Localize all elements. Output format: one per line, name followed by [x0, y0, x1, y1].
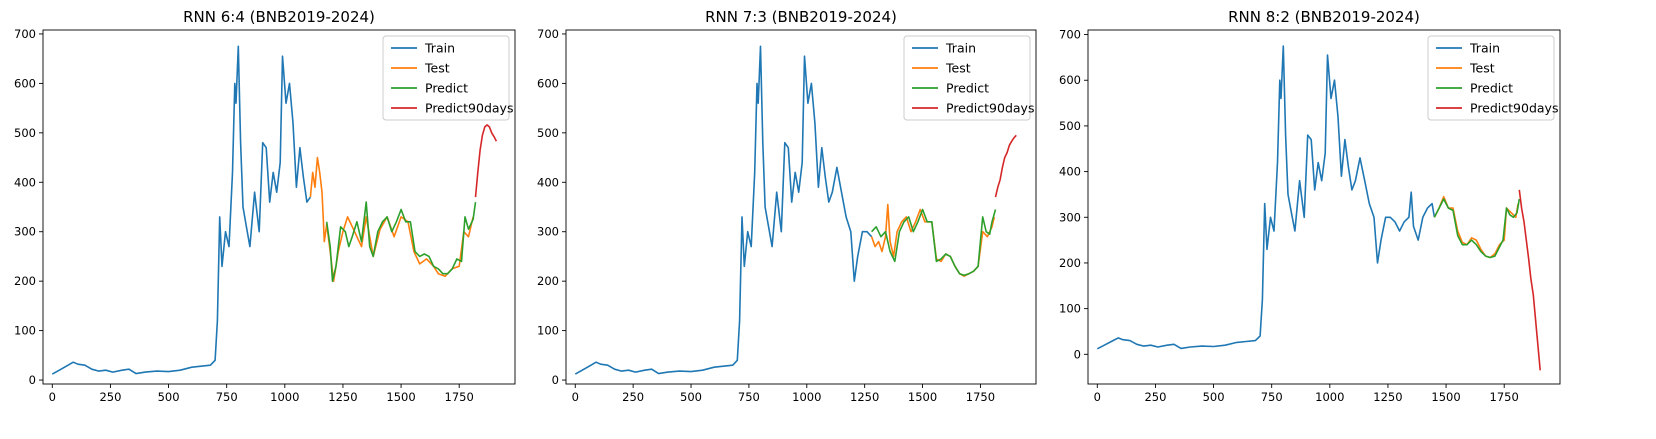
y-tick-label: 700: [537, 27, 559, 41]
series-line-train: [1096, 45, 1436, 350]
legend-frame: [1427, 35, 1555, 121]
y-tick-label: 100: [537, 324, 559, 338]
x-tick-label: 1000: [792, 390, 821, 404]
series-line-train: [51, 45, 312, 375]
chart-panel-3: RNN 8:2 (BNB2019-2024)0 250 500 750 1000 1250…: [1059, 8, 1561, 404]
x-tick-label: 500: [680, 390, 702, 404]
x-tick-label: 1750: [445, 390, 474, 404]
legend-label: Train: [424, 41, 455, 56]
series-line-predict90days: [994, 134, 1017, 198]
x-tick-label: 0: [572, 390, 579, 404]
x-tick-label: 1250: [1373, 390, 1402, 404]
legend-label: Predict: [946, 81, 989, 96]
legend-label: Predict: [1470, 81, 1513, 96]
x-tick-label: 750: [216, 390, 238, 404]
series-line-predict: [325, 201, 477, 282]
series-group: [51, 45, 498, 375]
legend-label: Test: [945, 61, 971, 76]
y-tick-label: 100: [1059, 302, 1081, 316]
x-tick-label: 0: [1094, 390, 1101, 404]
x-tick-label: 1500: [908, 390, 937, 404]
axes-frame: [1087, 29, 1561, 385]
y-tick-label: 0: [1074, 347, 1081, 361]
x-tick-label: 1500: [386, 390, 415, 404]
series-line-predict90days: [1518, 189, 1541, 371]
y-tick-label: 500: [537, 126, 559, 140]
chart-title: RNN 8:2 (BNB2019-2024): [1228, 8, 1420, 26]
series-group: [1096, 45, 1541, 371]
y-tick-label: 0: [552, 373, 559, 387]
legend-label: Predict90days: [1470, 101, 1558, 116]
y-tick-label: 300: [14, 225, 36, 239]
x-tick-label: 500: [158, 390, 180, 404]
y-tick-label: 600: [14, 76, 36, 90]
chart-panel-2: RNN 7:3 (BNB2019-2024)0 250 500 750 1000 1250…: [537, 8, 1037, 404]
y-tick-label: 400: [1059, 165, 1081, 179]
series-line-train: [574, 45, 873, 375]
y-tick-label: 500: [1059, 119, 1081, 133]
axes-frame: [565, 29, 1037, 385]
y-tick-label: 200: [537, 274, 559, 288]
legend-label: Test: [1469, 61, 1495, 76]
axes-frame: [42, 29, 516, 385]
series-group: [574, 45, 1017, 375]
y-tick-label: 300: [1059, 210, 1081, 224]
legend-label: Predict: [425, 81, 468, 96]
series-line-test: [309, 156, 474, 282]
y-tick-label: 700: [14, 27, 36, 41]
x-tick-label: 500: [1203, 390, 1225, 404]
y-tick-label: 100: [14, 324, 36, 338]
series-line-test: [870, 203, 996, 277]
legend: Train Test Predict Predict90days: [903, 35, 1034, 121]
x-tick-label: 0: [49, 390, 56, 404]
series-line-predict90days: [474, 124, 498, 198]
legend-label: Train: [945, 41, 976, 56]
x-tick-label: 1000: [270, 390, 299, 404]
chart-title: RNN 7:3 (BNB2019-2024): [705, 8, 897, 26]
y-tick-label: 300: [537, 225, 559, 239]
legend-label: Predict90days: [946, 101, 1034, 116]
legend: Train Test Predict Predict90days: [1427, 35, 1558, 121]
y-tick-label: 400: [537, 175, 559, 189]
x-tick-label: 250: [99, 390, 121, 404]
y-tick-label: 500: [14, 126, 36, 140]
y-tick-label: 400: [14, 175, 36, 189]
x-tick-label: 1250: [850, 390, 879, 404]
x-tick-label: 1500: [1431, 390, 1460, 404]
y-tick-label: 600: [537, 76, 559, 90]
y-tick-label: 0: [29, 373, 36, 387]
x-tick-label: 750: [1261, 390, 1283, 404]
x-tick-label: 1750: [1490, 390, 1519, 404]
y-tick-label: 200: [1059, 256, 1081, 270]
x-tick-label: 1750: [966, 390, 995, 404]
y-tick-label: 200: [14, 274, 36, 288]
chart-panel-1: RNN 6:4 (BNB2019-2024)0 250 500 750 1000 1250…: [14, 8, 516, 404]
chart-title: RNN 6:4 (BNB2019-2024): [183, 8, 375, 26]
legend-label: Test: [424, 61, 450, 76]
series-line-predict: [1433, 198, 1521, 259]
legend-frame: [382, 35, 510, 121]
x-tick-label: 1250: [328, 390, 357, 404]
legend-label: Predict90days: [425, 101, 513, 116]
x-tick-label: 750: [738, 390, 760, 404]
x-tick-label: 1000: [1315, 390, 1344, 404]
legend: Train Test Predict Predict90days: [382, 35, 513, 121]
legend-frame: [903, 35, 1031, 121]
legend-label: Train: [1469, 41, 1500, 56]
y-tick-label: 700: [1059, 28, 1081, 42]
x-tick-label: 250: [622, 390, 644, 404]
series-line-predict: [871, 208, 997, 276]
x-tick-label: 250: [1144, 390, 1166, 404]
y-tick-label: 600: [1059, 73, 1081, 87]
